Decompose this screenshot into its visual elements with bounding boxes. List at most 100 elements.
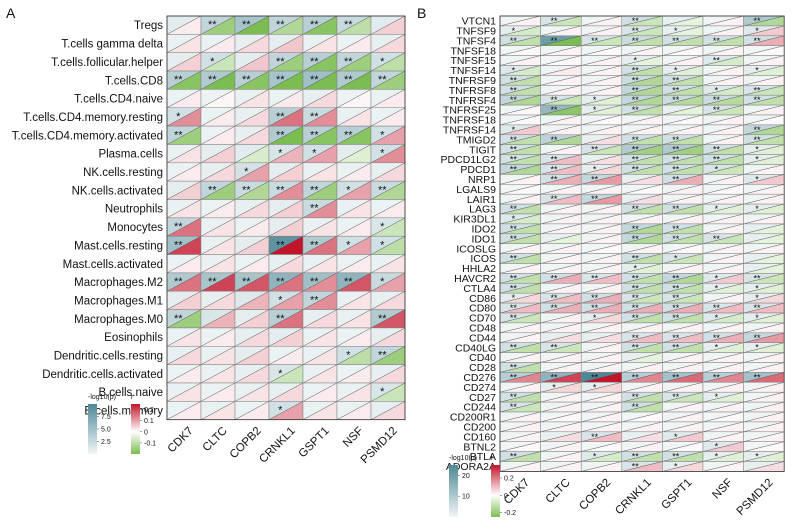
heatmap-cell: ** — [540, 174, 582, 185]
row-label: Dendritic.cells.resting — [54, 351, 163, 363]
significance-stars: ** — [310, 19, 319, 31]
significance-stars: ** — [713, 36, 721, 46]
heatmap-cell — [621, 322, 663, 334]
cell-diagonal — [336, 364, 372, 384]
cell-diagonal — [200, 70, 236, 90]
heatmap-cell — [580, 15, 623, 27]
significance-stars: ** — [510, 452, 518, 462]
heatmap-cell: ** — [200, 15, 236, 35]
cell-diagonal — [743, 431, 785, 442]
significance-stars: ** — [672, 273, 680, 283]
cell-diagonal — [662, 312, 704, 324]
cell-diagonal — [621, 302, 663, 314]
correlation-triangle — [500, 194, 541, 205]
cell-diagonal — [200, 107, 236, 127]
cell-diagonal — [166, 217, 202, 237]
significance-stars: ** — [632, 283, 640, 293]
cell-diagonal — [302, 272, 338, 292]
cell-diagonal — [662, 273, 704, 284]
cell-diagonal — [621, 342, 663, 353]
heatmap-cell — [743, 223, 785, 235]
heatmap-cell — [200, 254, 236, 274]
cell-diagonal — [234, 309, 270, 329]
heatmap-cell — [580, 65, 623, 76]
cell-diagonal — [621, 193, 663, 205]
cell-diagonal — [743, 154, 785, 165]
cell-diagonal — [621, 441, 663, 452]
heatmap-cell: ** — [336, 52, 372, 72]
significance-stars: ** — [208, 19, 217, 31]
heatmap-cell — [234, 254, 270, 274]
cell-diagonal — [499, 332, 541, 343]
significance-stars: ** — [672, 293, 680, 303]
cell-diagonal — [302, 125, 338, 145]
cell-diagonal — [581, 104, 622, 116]
significance-stars: ** — [632, 343, 640, 353]
row-label: Mast.cells.activated — [63, 259, 163, 271]
cell-diagonal — [702, 273, 744, 284]
heatmap-cell — [336, 401, 372, 420]
cell-diagonal — [662, 352, 704, 363]
cell-diagonal — [499, 154, 541, 165]
heatmap-cell: ** — [662, 203, 704, 215]
significance-stars: ** — [378, 349, 387, 361]
heatmap-cell — [234, 125, 270, 145]
heatmap-cell: ** — [166, 125, 202, 145]
cell-diagonal — [581, 273, 622, 284]
cell-diagonal — [581, 223, 622, 235]
significance-stars: * — [176, 111, 181, 123]
heatmap-cell — [580, 114, 623, 126]
heatmap-cell: * — [268, 401, 304, 420]
heatmap-cell — [743, 391, 785, 403]
cell-diagonal — [662, 65, 704, 76]
heatmap-cell — [540, 461, 582, 472]
heatmap-cell — [743, 114, 785, 126]
heatmap-cell — [336, 291, 372, 310]
cell-diagonal — [621, 174, 663, 185]
heatmap-cell — [540, 431, 582, 442]
cell-diagonal — [662, 322, 704, 334]
heatmap-cell — [499, 45, 541, 56]
heatmap-cell — [580, 352, 623, 363]
significance-stars: * — [593, 452, 597, 462]
heatmap-cell: ** — [499, 283, 541, 294]
cell-diagonal — [702, 65, 744, 76]
cell-diagonal — [234, 89, 270, 108]
heatmap-cell — [499, 421, 541, 433]
heatmap-cell — [662, 213, 704, 225]
heatmap-cell — [662, 104, 704, 116]
heatmap-cell — [336, 217, 372, 237]
heatmap-cell — [621, 174, 663, 185]
heatmap-cell — [702, 253, 744, 264]
heatmap-cell: * — [702, 342, 744, 353]
cell-diagonal — [234, 180, 270, 200]
cell-diagonal — [702, 292, 744, 304]
cell-diagonal — [621, 65, 663, 76]
heatmap-cell: * — [336, 235, 372, 255]
r-tick-label: -0.2 — [504, 510, 516, 517]
cell-diagonal — [702, 263, 744, 274]
heatmap-cell — [166, 291, 202, 310]
significance-stars: ** — [242, 184, 251, 196]
heatmap-cell — [702, 114, 744, 126]
cell-diagonal — [200, 180, 236, 200]
heatmap-cell — [662, 411, 704, 423]
cell-diagonal — [662, 253, 704, 264]
cell-diagonal — [662, 104, 704, 116]
heatmap-cell: * — [743, 312, 785, 324]
heatmap-cell: ** — [621, 65, 663, 76]
heatmap-cell — [662, 441, 704, 452]
cell-diagonal — [662, 35, 704, 46]
heatmap-cell — [580, 85, 623, 96]
heatmap-cell — [621, 184, 663, 195]
cell-diagonal — [702, 104, 744, 116]
significance-stars: ** — [510, 283, 518, 293]
cell-diagonal — [499, 15, 541, 27]
heatmap-cell: ** — [336, 70, 372, 90]
cell-diagonal — [702, 243, 744, 254]
significance-stars: ** — [632, 461, 640, 471]
row-label: CD86 — [469, 293, 496, 305]
cell-diagonal — [702, 124, 744, 136]
heatmap-cell — [200, 382, 236, 402]
heatmap-cell: ** — [662, 342, 704, 353]
